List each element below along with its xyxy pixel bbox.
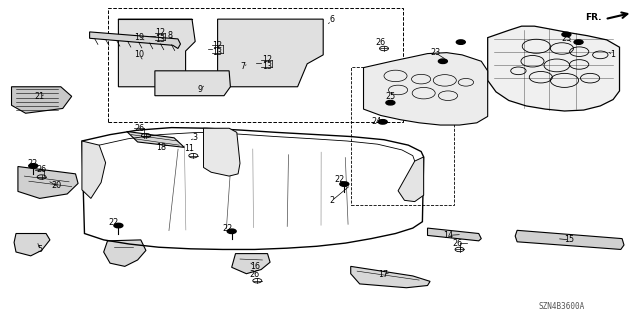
Polygon shape <box>18 167 78 198</box>
Circle shape <box>340 182 349 186</box>
Circle shape <box>574 40 583 44</box>
Text: 12: 12 <box>155 28 165 37</box>
Polygon shape <box>104 240 146 266</box>
Text: 26: 26 <box>452 239 463 248</box>
Text: 15: 15 <box>564 235 575 244</box>
Polygon shape <box>155 71 230 96</box>
Polygon shape <box>515 230 624 249</box>
Polygon shape <box>428 228 481 241</box>
Text: 12: 12 <box>212 41 223 50</box>
Text: 26: 26 <box>36 165 47 174</box>
Text: 9: 9 <box>198 85 203 94</box>
Text: 1: 1 <box>611 50 616 59</box>
Circle shape <box>227 229 236 234</box>
Polygon shape <box>118 19 195 87</box>
Text: 18: 18 <box>156 143 166 152</box>
Text: 2: 2 <box>329 197 334 205</box>
Polygon shape <box>90 32 180 48</box>
Bar <box>108 8 403 122</box>
Text: 6: 6 <box>329 15 334 24</box>
Text: 8: 8 <box>167 31 172 40</box>
Text: 5: 5 <box>37 245 42 254</box>
Polygon shape <box>398 157 424 202</box>
Polygon shape <box>232 254 270 274</box>
Text: 13: 13 <box>212 48 223 57</box>
Polygon shape <box>351 266 430 288</box>
Text: 23: 23 <box>430 48 440 57</box>
Circle shape <box>114 223 123 228</box>
Text: 26: 26 <box>250 271 260 279</box>
Circle shape <box>378 120 387 124</box>
Polygon shape <box>218 19 323 87</box>
Bar <box>351 67 454 205</box>
Text: 22: 22 <box>334 175 344 184</box>
Polygon shape <box>364 53 488 125</box>
Text: 22: 22 <box>222 224 232 233</box>
Text: 11: 11 <box>184 144 195 153</box>
Text: 7: 7 <box>241 63 246 71</box>
Polygon shape <box>127 131 184 147</box>
Polygon shape <box>12 87 72 113</box>
Text: 22: 22 <box>109 218 119 227</box>
Text: 19: 19 <box>134 33 145 42</box>
Text: 13: 13 <box>155 35 165 44</box>
Text: 23: 23 <box>561 34 572 43</box>
Text: 16: 16 <box>250 262 260 271</box>
Text: 17: 17 <box>378 271 388 279</box>
Text: FR.: FR. <box>585 13 602 22</box>
Circle shape <box>562 32 571 37</box>
Polygon shape <box>14 234 50 256</box>
Circle shape <box>438 59 447 63</box>
Text: 26: 26 <box>134 124 145 133</box>
Text: 22: 22 <box>27 159 37 168</box>
Circle shape <box>456 40 465 44</box>
Text: 21: 21 <box>35 92 45 101</box>
Text: 26: 26 <box>376 38 386 47</box>
Text: 13: 13 <box>262 63 273 71</box>
Text: 25: 25 <box>385 92 396 101</box>
Circle shape <box>386 100 395 105</box>
Text: 12: 12 <box>262 56 273 64</box>
Text: 10: 10 <box>134 50 145 59</box>
Text: 20: 20 <box>51 181 61 190</box>
Circle shape <box>29 164 38 168</box>
Polygon shape <box>82 141 106 198</box>
Text: 3: 3 <box>193 133 198 142</box>
Text: 14: 14 <box>443 231 453 240</box>
Text: SZN4B3600A: SZN4B3600A <box>539 302 585 311</box>
Polygon shape <box>204 128 240 176</box>
Polygon shape <box>488 26 620 111</box>
Text: 24: 24 <box>371 117 381 126</box>
